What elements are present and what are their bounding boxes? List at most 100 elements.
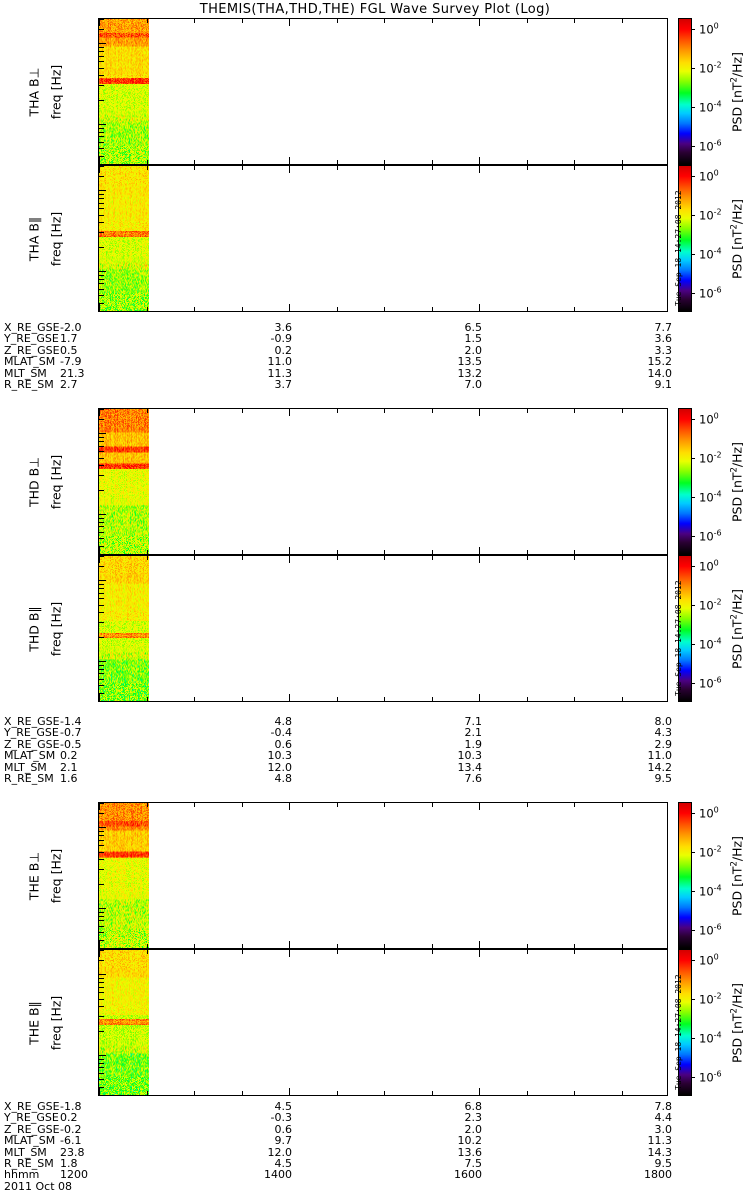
spectrogram-image	[99, 803, 149, 948]
spectrogram-panel-tha-bpara: 1.00.1	[98, 165, 668, 312]
spectrogram-panel-the-bpara: 1.00.1	[98, 949, 668, 1096]
table-row: X_RE_GSE -1.4 4.8 7.1 8.0	[4, 715, 746, 728]
table-row: X_RE_GSE -1.8 4.5 6.8 7.8	[4, 1100, 746, 1113]
row-value: 7.7	[654, 321, 673, 334]
x-tick-minor-top	[242, 19, 243, 23]
row-value: 4.5	[274, 1100, 293, 1113]
y-tick-major	[99, 190, 106, 192]
spectrogram-panel-thd-bpara: 1.00.1	[98, 555, 668, 702]
y-tick-minor	[99, 915, 104, 917]
y-tick-minor	[99, 29, 104, 31]
y-axis-unit: freq [Hz]	[48, 64, 64, 119]
x-tick-major	[99, 694, 100, 701]
x-tick-minor-top	[337, 166, 338, 170]
row-value: 13.4	[457, 760, 483, 774]
x-tick-minor-top	[194, 556, 195, 560]
row-value: -0.4	[270, 726, 292, 740]
y-tick-minor	[99, 441, 104, 443]
row-label: Z_RE_GSE	[4, 737, 60, 751]
ephemeris-table-the: X_RE_GSE -1.8 4.5 6.8 7.8 Y_RE_GSE 0.2 -0.3 2.3 4…	[4, 1100, 746, 1193]
colorbar-tick	[691, 254, 695, 256]
x-tick-minor	[194, 697, 195, 701]
x-tick-minor	[574, 307, 575, 311]
x-tick-minor-top	[337, 19, 338, 23]
x-tick-minor	[432, 1091, 433, 1095]
x-tick-minor-top	[432, 166, 433, 170]
colorbar-tick-label: 100	[699, 952, 719, 968]
row-value: 10.3	[457, 749, 483, 763]
table-row: hhmm 1200 1400 1600 1800	[4, 1169, 746, 1181]
table-row: X_RE_GSE -2.0 3.6 6.5 7.7	[4, 321, 746, 334]
x-tick-minor-top	[432, 803, 433, 807]
y-tick-minor	[99, 141, 104, 143]
colorbar-tick	[691, 28, 695, 30]
ephemeris-table-tha: X_RE_GSE -2.0 3.6 6.5 7.7 Y_RE_GSE 1.7 -0.9 1.5 3…	[4, 321, 746, 391]
row-value: 3.3	[654, 343, 673, 357]
y-tick-minor	[99, 1058, 104, 1060]
row-value: -1.4	[60, 715, 82, 728]
y-tick-minor	[99, 622, 104, 624]
row-value: 4.4	[654, 1111, 673, 1125]
table-row: Y_RE_GSE -0.7 -0.4 2.1 4.3	[4, 726, 746, 740]
y-tick-minor	[99, 67, 104, 69]
row-value: -2.0	[60, 321, 82, 334]
y-tick-minor	[99, 198, 104, 200]
colorbar-tick-label: 10-6	[699, 1069, 722, 1085]
x-tick-minor-top	[147, 556, 148, 560]
x-tick-minor-top	[622, 950, 623, 954]
x-tick-minor	[622, 697, 623, 701]
y-tick-minor	[99, 246, 104, 248]
x-tick-major-top	[479, 950, 480, 957]
table-row: R_RE_SM 1.8 4.5 7.5 9.5	[4, 1158, 746, 1170]
row-label: MLT_SM	[4, 366, 47, 380]
colorbar-tick	[691, 1077, 695, 1079]
row-value: 2.7	[60, 377, 78, 391]
x-tick-major-top	[479, 19, 480, 26]
row-value: 1.9	[464, 737, 483, 751]
colorbar-tick	[691, 683, 695, 685]
x-tick-major	[479, 941, 480, 948]
x-tick-major	[99, 547, 100, 554]
y-tick-minor	[99, 419, 104, 421]
colorbar-tick-label: 10-2	[699, 207, 722, 223]
row-value: 11.0	[647, 749, 673, 763]
x-tick-minor	[337, 550, 338, 554]
y-tick-minor	[99, 911, 104, 913]
colorbar-tick	[691, 146, 695, 148]
x-tick-minor	[384, 160, 385, 164]
x-tick-minor	[432, 944, 433, 948]
x-tick-minor-top	[527, 556, 528, 560]
render-timestamp: Tue Sep 18 14:27:08 2012	[674, 580, 683, 696]
x-tick-major	[99, 304, 100, 311]
y-axis-unit: freq [Hz]	[48, 995, 64, 1050]
y-tick-minor	[99, 61, 104, 63]
x-tick-major	[479, 694, 480, 701]
y-tick-minor	[99, 1072, 104, 1074]
x-tick-major	[479, 157, 480, 164]
row-value: 13.2	[457, 366, 483, 380]
colorbar-tick	[691, 1038, 695, 1040]
y-tick-minor	[99, 148, 104, 150]
x-tick-minor	[242, 307, 243, 311]
colorbar-tick-label: 10-4	[699, 1030, 722, 1046]
x-tick-major-top	[99, 556, 100, 563]
y-tick-minor	[99, 521, 104, 523]
x-tick-minor	[147, 1091, 148, 1095]
y-tick-minor	[99, 977, 104, 979]
x-tick-minor-top	[622, 409, 623, 413]
y-tick-minor	[99, 451, 104, 453]
y-tick-minor	[99, 992, 104, 994]
x-tick-minor	[242, 550, 243, 554]
y-tick-major	[99, 907, 106, 909]
y-tick-minor	[99, 685, 104, 687]
y-tick-minor	[99, 302, 104, 304]
colorbar-tick-label: 100	[699, 805, 719, 821]
y-tick-major	[99, 827, 106, 829]
y-tick-minor	[99, 960, 104, 962]
x-tick-minor-top	[622, 19, 623, 23]
y-tick-minor	[99, 19, 104, 20]
y-tick-minor	[99, 598, 104, 600]
y-tick-minor	[99, 465, 104, 467]
y-tick-minor	[99, 166, 104, 167]
row-value: -0.9	[270, 332, 292, 346]
